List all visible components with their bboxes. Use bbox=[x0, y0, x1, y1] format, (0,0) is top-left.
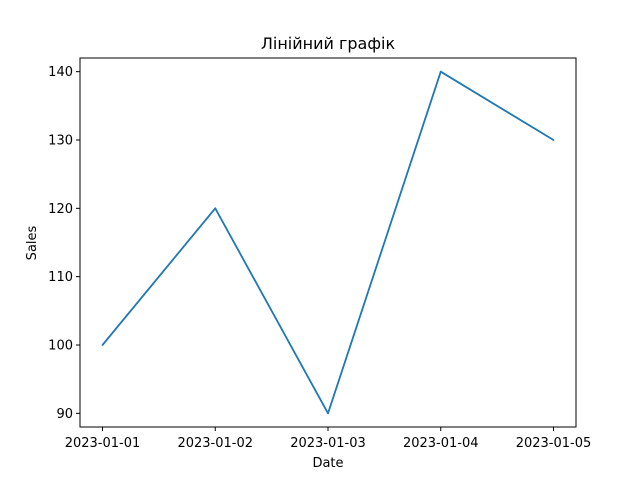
y-tick-label: 100 bbox=[48, 339, 73, 354]
y-tick-label: 140 bbox=[48, 65, 73, 80]
data-point bbox=[439, 70, 442, 73]
chart-title: Лінійний графік bbox=[261, 34, 396, 53]
x-tick-label: 2023-01-02 bbox=[177, 436, 253, 451]
data-point bbox=[101, 344, 104, 346]
data-point bbox=[327, 412, 329, 415]
y-axis-label: Sales bbox=[25, 225, 40, 260]
y-tick-label: 110 bbox=[48, 270, 73, 285]
x-tick-label: 2023-01-03 bbox=[290, 436, 366, 451]
plot-layer: 90 100 110 120 130 140 2023-01-01 2023-01-02 202… bbox=[48, 65, 591, 451]
data-point bbox=[552, 139, 555, 141]
plot-frame bbox=[79, 57, 577, 428]
x-tick-label: 2023-01-05 bbox=[516, 436, 592, 451]
y-tick-label: 120 bbox=[48, 202, 73, 217]
x-tick-label: 2023-01-01 bbox=[65, 436, 141, 451]
x-axis-label: Date bbox=[312, 456, 343, 471]
y-tick-label: 90 bbox=[56, 407, 73, 422]
data-point bbox=[214, 207, 217, 210]
y-tick-label: 130 bbox=[48, 134, 73, 149]
x-tick-label: 2023-01-04 bbox=[403, 436, 479, 451]
